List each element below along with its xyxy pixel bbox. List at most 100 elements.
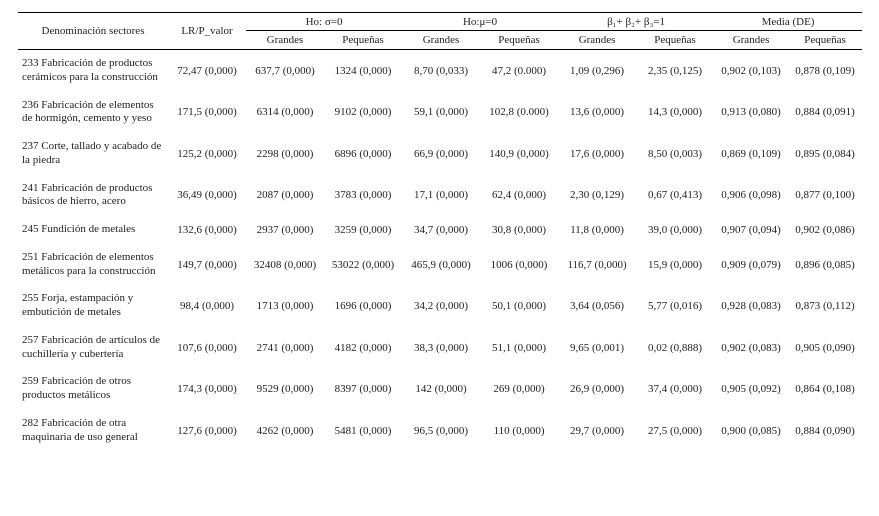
header-media-large: Grandes: [714, 31, 788, 50]
beta-pequenas-cell: 14,3 (0,000): [636, 92, 714, 134]
media-pequenas-cell: 0,877 (0,100): [788, 175, 862, 217]
media-grandes-cell: 0,907 (0,094): [714, 216, 788, 244]
beta-pequenas-cell: 0,02 (0,888): [636, 327, 714, 369]
media-pequenas-cell: 0,864 (0,108): [788, 368, 862, 410]
mu-grandes-cell: 34,7 (0,000): [402, 216, 480, 244]
sector-cell: 245 Fundición de metales: [18, 216, 168, 244]
header-group-mu: Ho:μ=0: [402, 13, 558, 31]
mu-grandes-cell: 8,70 (0,033): [402, 50, 480, 92]
sigma-pequenas-cell: 6896 (0,000): [324, 133, 402, 175]
mu-pequenas-cell: 47,2 (0.000): [480, 50, 558, 92]
header-lr: LR/P_valor: [168, 13, 246, 50]
header-beta-small: Pequeñas: [636, 31, 714, 50]
table-row: 236 Fabricación de elementos de hormigón…: [18, 92, 862, 134]
sigma-grandes-cell: 32408 (0,000): [246, 244, 324, 286]
table-row: 255 Forja, estampación y embutición de m…: [18, 285, 862, 327]
media-grandes-cell: 0,909 (0,079): [714, 244, 788, 286]
media-pequenas-cell: 0,895 (0,084): [788, 133, 862, 175]
lr-cell: 149,7 (0,000): [168, 244, 246, 286]
beta-grandes-cell: 2,30 (0,129): [558, 175, 636, 217]
lr-cell: 174,3 (0,000): [168, 368, 246, 410]
sigma-grandes-cell: 2298 (0,000): [246, 133, 324, 175]
media-pequenas-cell: 0,902 (0,086): [788, 216, 862, 244]
header-sector: Denominación sectores: [18, 13, 168, 50]
media-pequenas-cell: 0,873 (0,112): [788, 285, 862, 327]
lr-cell: 98,4 (0,000): [168, 285, 246, 327]
sigma-grandes-cell: 637,7 (0,000): [246, 50, 324, 92]
mu-grandes-cell: 142 (0,000): [402, 368, 480, 410]
media-pequenas-cell: 0,884 (0,091): [788, 92, 862, 134]
header-mu-small: Pequeñas: [480, 31, 558, 50]
lr-cell: 127,6 (0,000): [168, 410, 246, 452]
header-mu-large: Grandes: [402, 31, 480, 50]
beta-pequenas-cell: 8,50 (0,003): [636, 133, 714, 175]
lr-cell: 72,47 (0,000): [168, 50, 246, 92]
mu-pequenas-cell: 1006 (0,000): [480, 244, 558, 286]
lr-cell: 107,6 (0,000): [168, 327, 246, 369]
media-grandes-cell: 0,913 (0,080): [714, 92, 788, 134]
sigma-pequenas-cell: 3259 (0,000): [324, 216, 402, 244]
sigma-grandes-cell: 9529 (0,000): [246, 368, 324, 410]
sigma-pequenas-cell: 4182 (0,000): [324, 327, 402, 369]
sigma-grandes-cell: 2937 (0,000): [246, 216, 324, 244]
header-group-sigma: Ho: σ=0: [246, 13, 402, 31]
data-table: Denominación sectores LR/P_valor Ho: σ=0…: [18, 12, 862, 451]
beta-pequenas-cell: 27,5 (0,000): [636, 410, 714, 452]
sigma-grandes-cell: 4262 (0,000): [246, 410, 324, 452]
beta-pequenas-cell: 5,77 (0,016): [636, 285, 714, 327]
mu-grandes-cell: 17,1 (0,000): [402, 175, 480, 217]
table-row: 245 Fundición de metales132,6 (0,000)293…: [18, 216, 862, 244]
media-grandes-cell: 0,905 (0,092): [714, 368, 788, 410]
header-beta-large: Grandes: [558, 31, 636, 50]
beta-grandes-cell: 13,6 (0,000): [558, 92, 636, 134]
media-grandes-cell: 0,928 (0,083): [714, 285, 788, 327]
sigma-grandes-cell: 1713 (0,000): [246, 285, 324, 327]
mu-grandes-cell: 34,2 (0,000): [402, 285, 480, 327]
table-row: 241 Fabricación de productos básicos de …: [18, 175, 862, 217]
lr-cell: 125,2 (0,000): [168, 133, 246, 175]
mu-pequenas-cell: 269 (0,000): [480, 368, 558, 410]
mu-grandes-cell: 66,9 (0,000): [402, 133, 480, 175]
mu-pequenas-cell: 62,4 (0,000): [480, 175, 558, 217]
beta-grandes-cell: 29,7 (0,000): [558, 410, 636, 452]
beta-pequenas-cell: 0,67 (0,413): [636, 175, 714, 217]
header-sigma-small: Pequeñas: [324, 31, 402, 50]
beta-grandes-cell: 26,9 (0,000): [558, 368, 636, 410]
header-media-small: Pequeñas: [788, 31, 862, 50]
mu-grandes-cell: 59,1 (0,000): [402, 92, 480, 134]
beta-pequenas-cell: 2,35 (0,125): [636, 50, 714, 92]
table-row: 233 Fabricación de productos cerámicos p…: [18, 50, 862, 92]
sigma-grandes-cell: 2741 (0,000): [246, 327, 324, 369]
media-grandes-cell: 0,869 (0,109): [714, 133, 788, 175]
table-row: 257 Fabricación de artículos de cuchille…: [18, 327, 862, 369]
header-group-beta: β₁+ β₂+ β₃=1: [558, 13, 714, 31]
media-grandes-cell: 0,900 (0,085): [714, 410, 788, 452]
sigma-grandes-cell: 2087 (0,000): [246, 175, 324, 217]
mu-pequenas-cell: 140,9 (0,000): [480, 133, 558, 175]
sigma-pequenas-cell: 5481 (0,000): [324, 410, 402, 452]
beta-grandes-cell: 116,7 (0,000): [558, 244, 636, 286]
media-grandes-cell: 0,902 (0,083): [714, 327, 788, 369]
sigma-pequenas-cell: 8397 (0,000): [324, 368, 402, 410]
sigma-pequenas-cell: 9102 (0,000): [324, 92, 402, 134]
mu-grandes-cell: 38,3 (0,000): [402, 327, 480, 369]
sector-cell: 236 Fabricación de elementos de hormigón…: [18, 92, 168, 134]
beta-grandes-cell: 9,65 (0,001): [558, 327, 636, 369]
mu-pequenas-cell: 50,1 (0,000): [480, 285, 558, 327]
mu-pequenas-cell: 51,1 (0,000): [480, 327, 558, 369]
sigma-grandes-cell: 6314 (0,000): [246, 92, 324, 134]
sector-cell: 259 Fabricación de otros productos metál…: [18, 368, 168, 410]
sector-cell: 282 Fabricación de otra maquinaria de us…: [18, 410, 168, 452]
media-grandes-cell: 0,902 (0,103): [714, 50, 788, 92]
lr-cell: 36,49 (0,000): [168, 175, 246, 217]
media-pequenas-cell: 0,884 (0,090): [788, 410, 862, 452]
media-pequenas-cell: 0,905 (0,090): [788, 327, 862, 369]
sector-cell: 233 Fabricación de productos cerámicos p…: [18, 50, 168, 92]
media-pequenas-cell: 0,878 (0,109): [788, 50, 862, 92]
sigma-pequenas-cell: 53022 (0,000): [324, 244, 402, 286]
media-pequenas-cell: 0,896 (0,085): [788, 244, 862, 286]
mu-grandes-cell: 465,9 (0,000): [402, 244, 480, 286]
sector-cell: 237 Corte, tallado y acabado de la piedr…: [18, 133, 168, 175]
sector-cell: 257 Fabricación de artículos de cuchille…: [18, 327, 168, 369]
sector-cell: 251 Fabricación de elementos metálicos p…: [18, 244, 168, 286]
